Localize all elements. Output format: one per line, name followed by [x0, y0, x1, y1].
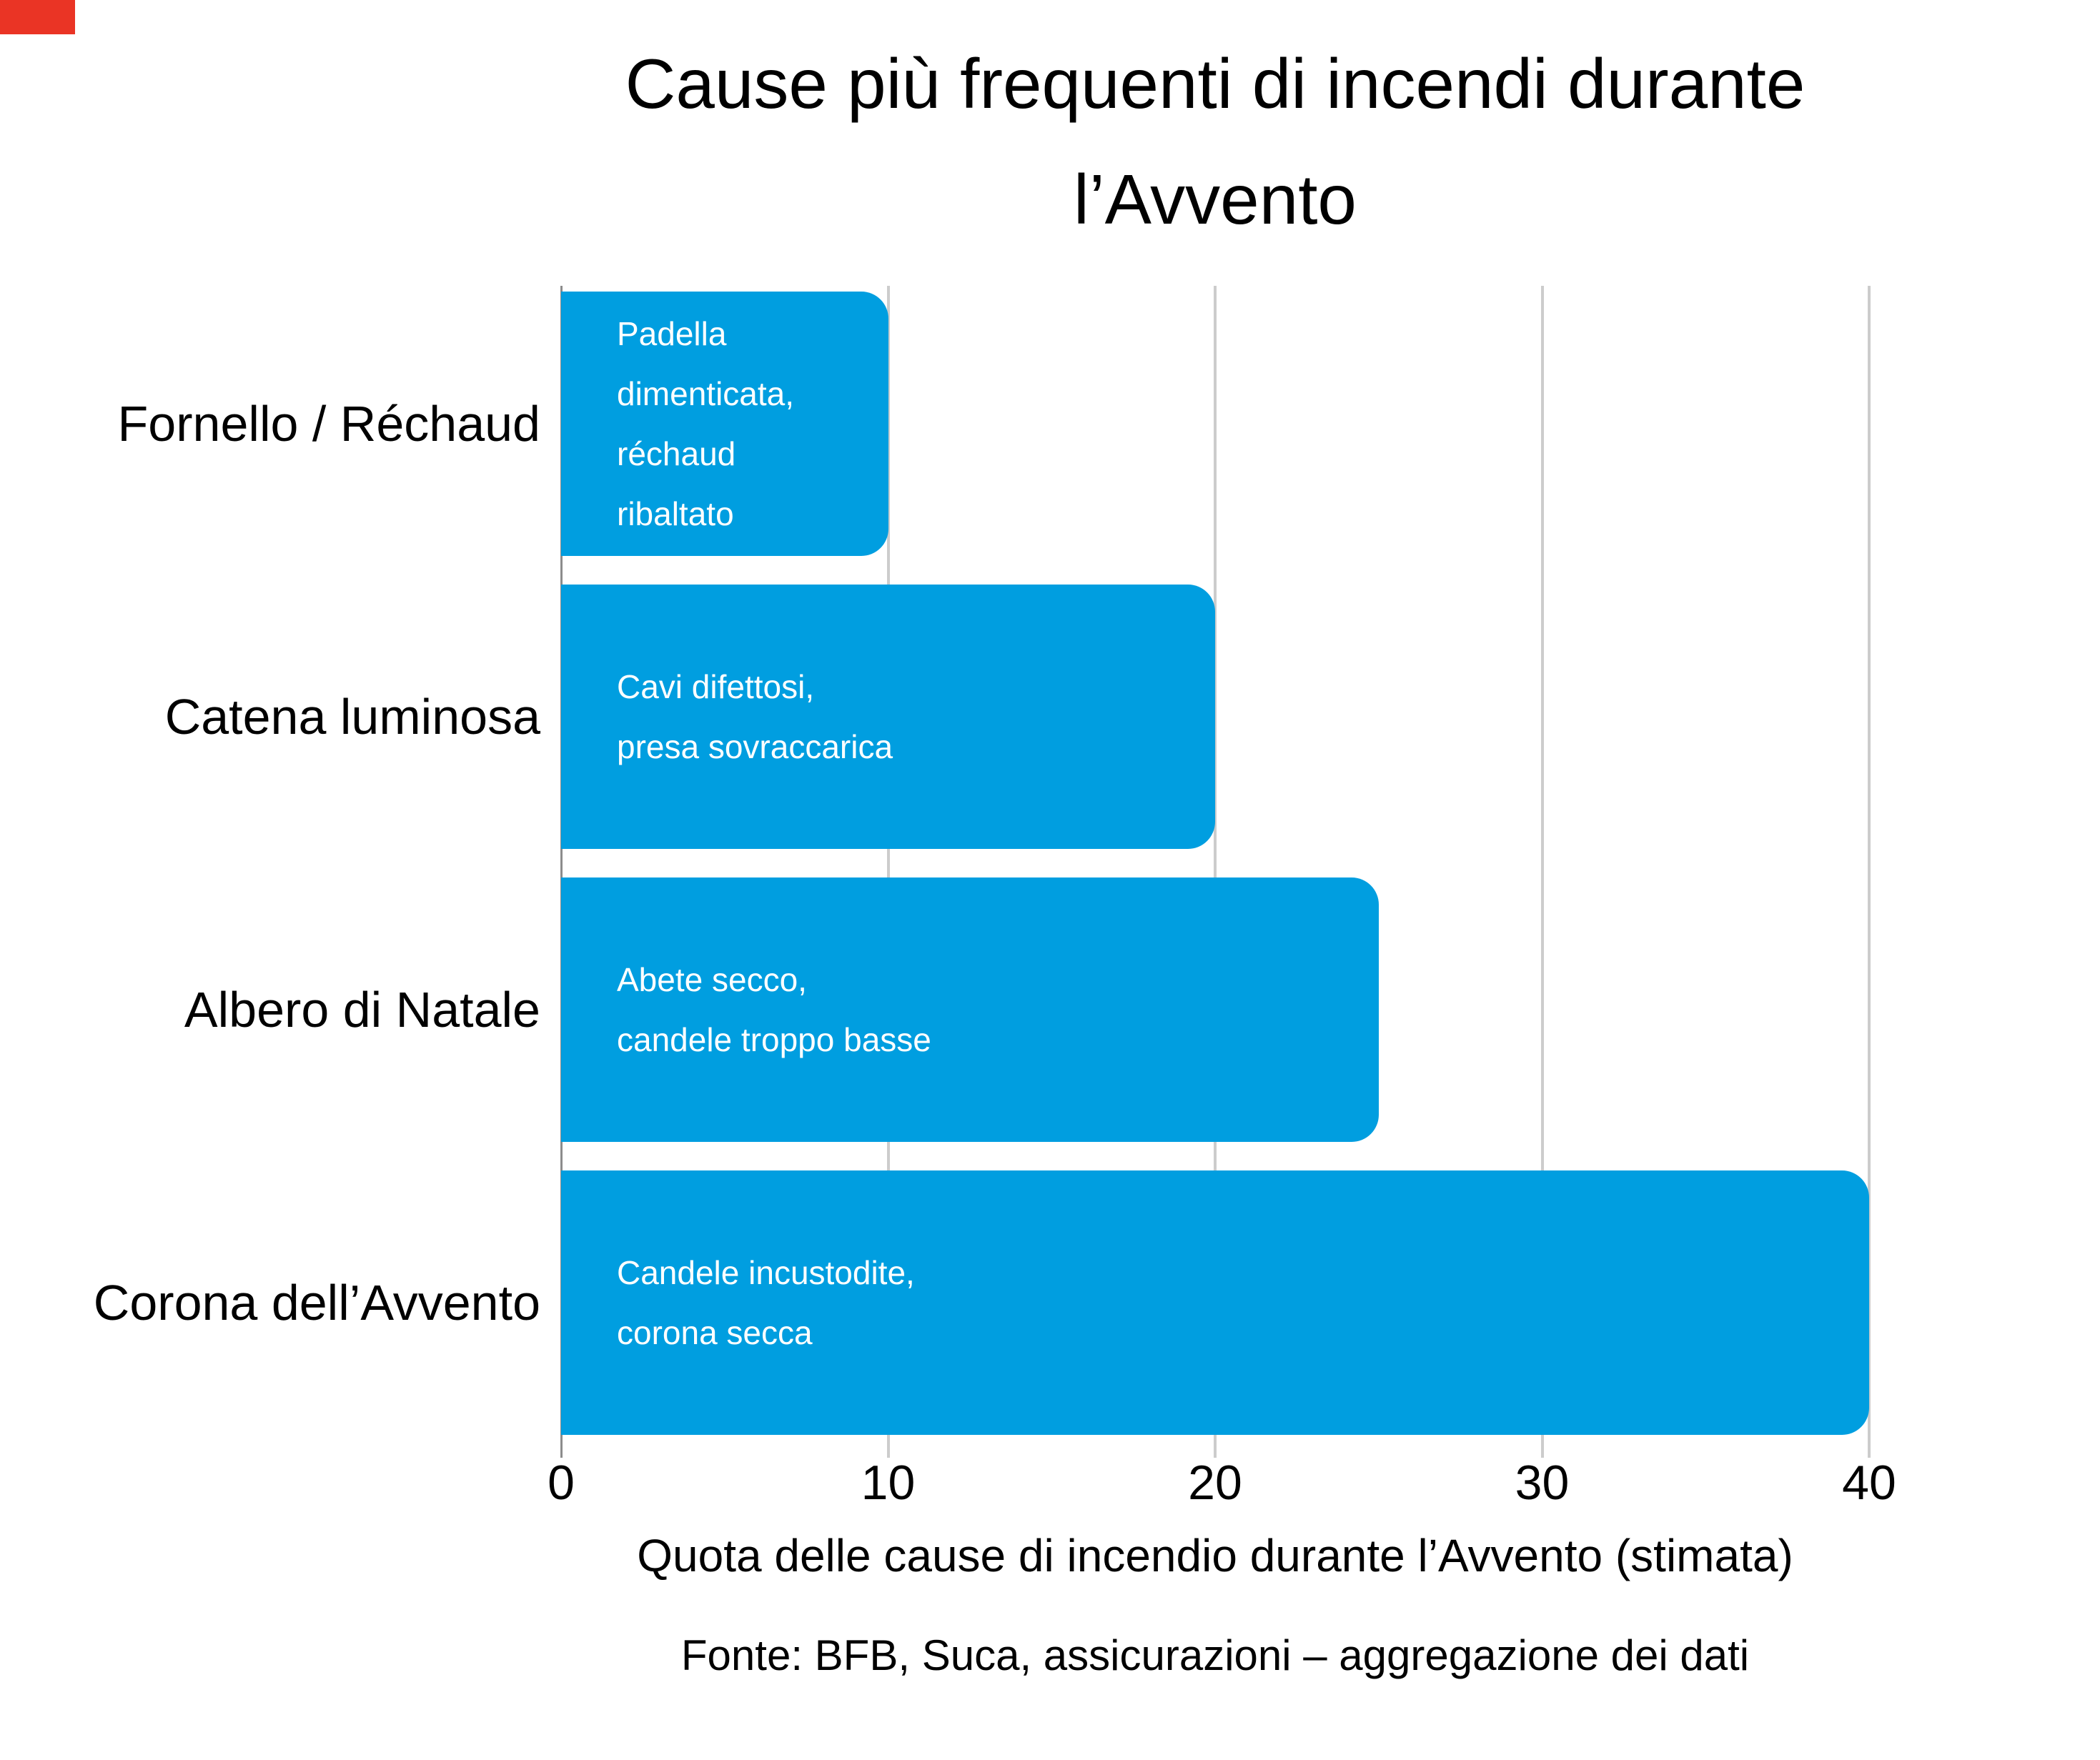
bar-1: Padella dimenticata, réchaud ribaltato [561, 292, 888, 556]
x-axis-label: Quota delle cause di incendio durante l’… [637, 1530, 1793, 1581]
bar-note-line: dimenticata, [617, 375, 795, 412]
chart-title-line-1: Cause più frequenti di incendi durante [625, 44, 1806, 123]
gridline-x-30 [1540, 286, 1544, 1458]
bar-note: Padella dimenticata, réchaud ribaltato [561, 304, 794, 544]
bar-3: Abete secco, candele troppo basse [561, 877, 1379, 1142]
bar-note-line: Abete secco, [617, 961, 807, 998]
y-axis-line [560, 286, 563, 1458]
category-label: Fornello / Réchaud [117, 396, 540, 452]
bar-note: Cavi difettosi, presa sovraccarica [561, 657, 893, 777]
bar-note: Abete secco, candele troppo basse [561, 950, 931, 1070]
category-label: Catena luminosa [164, 689, 540, 745]
bar-note-line: Padella [617, 315, 727, 352]
gridline-x-10 [886, 286, 890, 1458]
bar-note-line: presa sovraccarica [617, 728, 893, 765]
x-tick-label-30: 30 [1515, 1456, 1570, 1510]
bar-note-line: candele troppo basse [617, 1021, 931, 1058]
chart-title: Cause più frequenti di incendi durante l… [332, 26, 2098, 257]
red-corner-marker [0, 0, 75, 34]
bar-note-line: corona secca [617, 1314, 813, 1351]
x-tick-label-20: 20 [1188, 1456, 1242, 1510]
gridline-x-20 [1214, 286, 1217, 1458]
bar-note-line: ribaltato [617, 495, 734, 532]
category-label: Albero di Natale [184, 982, 540, 1038]
bar-4: Candele incustodite, corona secca [561, 1170, 1869, 1435]
x-tick-label-40: 40 [1842, 1456, 1896, 1510]
source-note: Fonte: BFB, Suca, assicurazioni – aggreg… [680, 1631, 1750, 1679]
bar-2: Cavi difettosi, presa sovraccarica [561, 585, 1215, 849]
x-tick-label-0: 0 [548, 1456, 575, 1510]
bar-note-line: réchaud [617, 435, 736, 472]
bar-note-line: Cavi difettosi, [617, 668, 815, 705]
x-tick-label-10: 10 [861, 1456, 916, 1510]
category-label: Corona dell’Avvento [93, 1275, 540, 1331]
gridline-x-40 [1868, 286, 1871, 1458]
chart-title-line-2: l’Avvento [1074, 160, 1357, 239]
bar-note: Candele incustodite, corona secca [561, 1243, 915, 1363]
bar-note-line: Candele incustodite, [617, 1254, 915, 1291]
